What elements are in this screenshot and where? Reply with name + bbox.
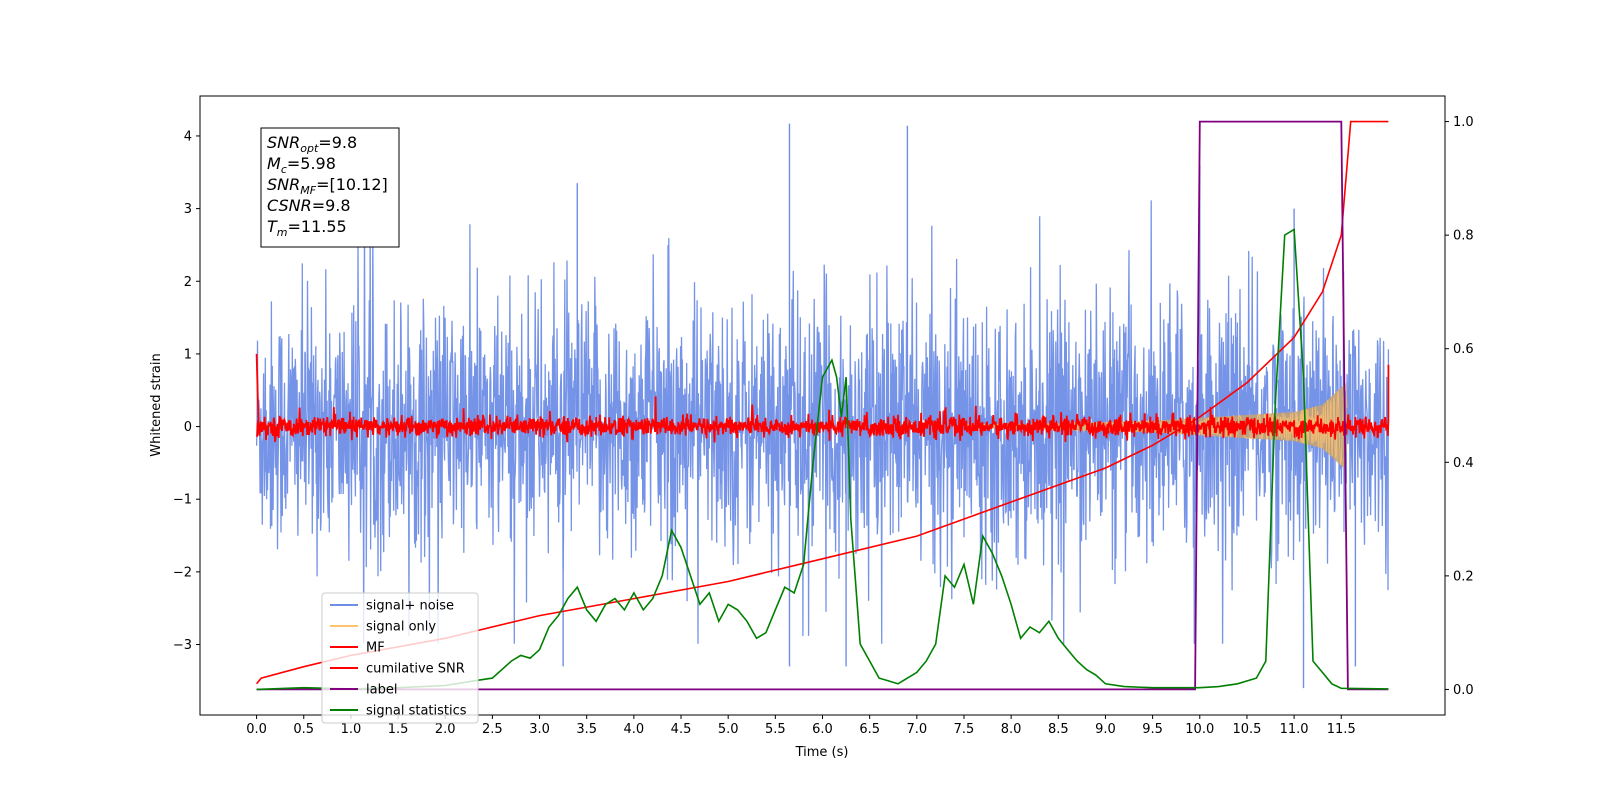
legend-label: signal statistics <box>366 704 467 719</box>
legend-frame <box>321 592 479 724</box>
legend-label: MF <box>366 641 385 656</box>
series-label <box>256 120 1389 691</box>
x-tick-label: 5.0 <box>718 722 739 737</box>
info-box-frame <box>260 127 400 248</box>
legend-label: label <box>366 683 397 698</box>
info-symbol: SNR <box>267 175 300 194</box>
info-symbol: CSNR <box>267 196 312 215</box>
info-symbol: M <box>267 154 281 173</box>
x-tick-label: 11.0 <box>1280 722 1309 737</box>
x-tick-label: 7.5 <box>954 722 975 737</box>
info-value: =9.8 <box>318 133 357 152</box>
info-symbol: SNR <box>267 133 300 152</box>
info-subscript: m <box>277 226 288 239</box>
legend: signal+ noise signal only MF cumilative SNR… <box>321 592 479 724</box>
info-value: =9.8 <box>312 196 351 215</box>
y-right-tick-label: 0.2 <box>1453 569 1474 584</box>
x-tick-label: 8.0 <box>1001 722 1022 737</box>
x-axis-title: Time (s) <box>795 745 849 760</box>
info-line: CSNR=9.8 <box>267 196 351 215</box>
info-line: Mc=5.98 <box>267 154 336 176</box>
legend-label: signal+ noise <box>366 599 454 614</box>
info-subscript: opt <box>300 142 319 155</box>
info-line: Tm=11.55 <box>267 217 347 239</box>
legend-label: cumilative SNR <box>366 662 465 677</box>
x-tick-label: 10.0 <box>1185 722 1214 737</box>
x-tick-label: 2.0 <box>435 722 456 737</box>
y-left-tick-label: 0 <box>184 420 192 435</box>
info-value: =[10.12] <box>316 175 388 194</box>
x-tick-label: 3.5 <box>576 722 597 737</box>
info-symbol: T <box>267 217 278 236</box>
x-tick-label: 2.5 <box>482 722 503 737</box>
x-tick-label: 0.5 <box>293 722 314 737</box>
y-left-tick-label: −1 <box>173 493 192 508</box>
x-tick-label: 7.0 <box>906 722 927 737</box>
y-left-tick-label: 3 <box>184 202 192 217</box>
y-axis-title-left: Whitened strain <box>149 353 164 456</box>
info-line: SNRopt=9.8 <box>267 133 357 155</box>
legend-label: signal only <box>366 620 436 635</box>
x-tick-label: 9.0 <box>1095 722 1116 737</box>
series-signal-noise <box>255 200 1390 644</box>
series-signal-statistics <box>256 228 1389 691</box>
x-tick-label: 11.5 <box>1327 722 1356 737</box>
y-right-tick-label: 1.0 <box>1453 115 1474 130</box>
x-tick-label: 3.0 <box>529 722 550 737</box>
info-subscript: MF <box>300 184 316 197</box>
y-left-tick-label: 4 <box>184 129 192 144</box>
x-tick-label: 10.5 <box>1232 722 1261 737</box>
info-value: =5.98 <box>287 154 336 173</box>
y-right-tick-label: 0.6 <box>1453 342 1474 357</box>
y-left-tick-label: −3 <box>173 638 192 653</box>
info-subscript: c <box>281 163 287 176</box>
x-tick-label: 1.5 <box>388 722 409 737</box>
x-tick-label: 5.5 <box>765 722 786 737</box>
x-tick-label: 6.0 <box>812 722 833 737</box>
y-right-tick-label: 0.0 <box>1453 683 1474 698</box>
x-tick-label: 6.5 <box>859 722 880 737</box>
info-value: =11.55 <box>288 217 347 236</box>
x-tick-label: 4.5 <box>671 722 692 737</box>
y-left-tick-label: 1 <box>184 347 192 362</box>
x-tick-label: 8.5 <box>1048 722 1069 737</box>
series-mf <box>255 353 1390 443</box>
y-left-tick-label: 2 <box>184 275 192 290</box>
x-tick-label: 0.0 <box>246 722 267 737</box>
y-left-tick-label: −2 <box>173 565 192 580</box>
y-right-tick-label: 0.8 <box>1453 229 1474 244</box>
y-right-tick-label: 0.4 <box>1453 456 1474 471</box>
x-tick-label: 4.0 <box>624 722 645 737</box>
info-line: SNRMF=[10.12] <box>267 175 388 197</box>
x-tick-label: 9.5 <box>1142 722 1163 737</box>
x-tick-label: 1.0 <box>341 722 362 737</box>
info-box: SNRopt=9.8Mc=5.98SNRMF=[10.12]CSNR=9.8Tm… <box>260 127 400 248</box>
